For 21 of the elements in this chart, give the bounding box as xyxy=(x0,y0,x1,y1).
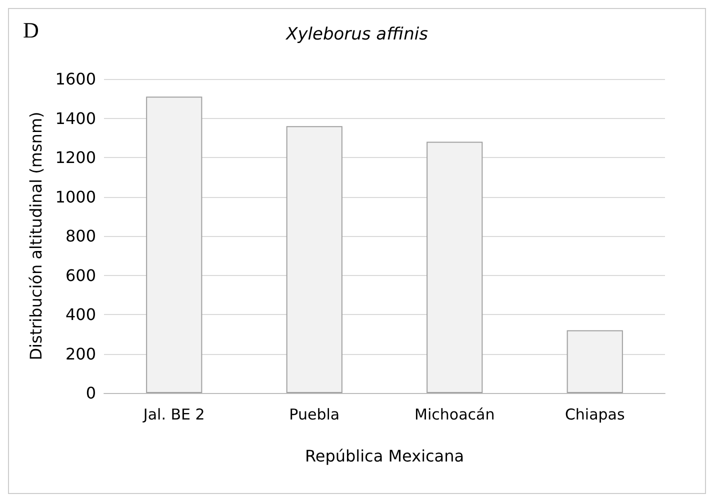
bar xyxy=(566,330,623,393)
x-tick-label: Michoacán xyxy=(414,406,495,424)
bar xyxy=(426,142,483,393)
x-tick-label: Jal. BE 2 xyxy=(142,406,205,424)
chart-title: Xyleborus affinis xyxy=(285,24,428,44)
text: D xyxy=(23,18,39,42)
bar xyxy=(146,96,202,393)
y-tick-label: 1400 xyxy=(55,108,96,128)
y-tick-label: 0 xyxy=(86,384,96,402)
x-tick-label: Puebla xyxy=(289,406,340,424)
y-tick-label: 1600 xyxy=(55,70,96,88)
bar xyxy=(286,126,342,393)
y-tick-label: 400 xyxy=(65,305,96,324)
y-tick-label: 1200 xyxy=(55,148,96,167)
y-axis-title: Distribución altitudinal (msnm) xyxy=(26,112,46,360)
x-tick-label: Chiapas xyxy=(564,406,625,424)
y-tick-label: 600 xyxy=(65,266,96,285)
x-axis-title: República Mexicana xyxy=(304,446,464,466)
y-tick-label: 200 xyxy=(65,344,96,364)
y-tick-label: 800 xyxy=(65,226,96,246)
y-tick-label: 1000 xyxy=(55,187,96,206)
